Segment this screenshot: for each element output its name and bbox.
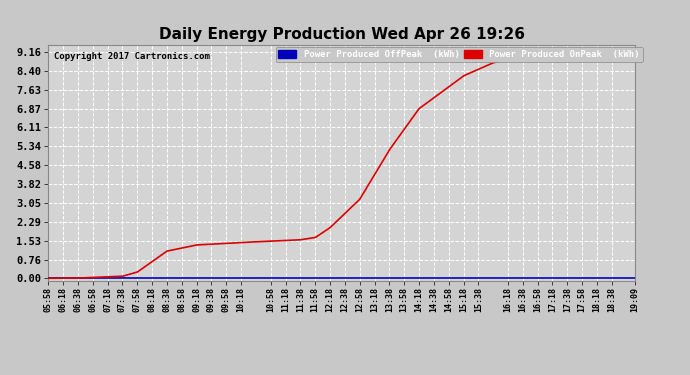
Text: Copyright 2017 Cartronics.com: Copyright 2017 Cartronics.com xyxy=(55,52,210,61)
Title: Daily Energy Production Wed Apr 26 19:26: Daily Energy Production Wed Apr 26 19:26 xyxy=(159,27,524,42)
Legend: Power Produced OffPeak  (kWh), Power Produced OnPeak  (kWh): Power Produced OffPeak (kWh), Power Prod… xyxy=(276,47,642,62)
